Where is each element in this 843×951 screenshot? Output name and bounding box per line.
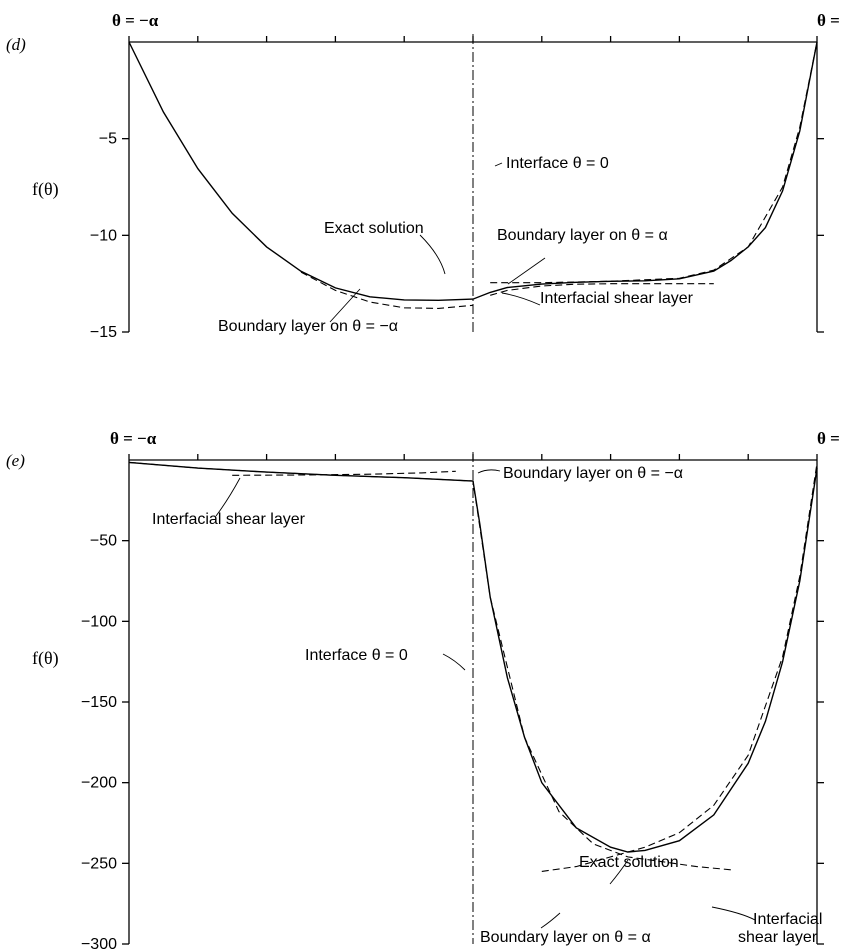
leader-bl-minus-alpha-d bbox=[329, 288, 361, 323]
series-interfacial-shear-layer bbox=[490, 283, 714, 296]
panel-label-d: (d) bbox=[6, 35, 26, 54]
ticks-e: −50 −100 −150 −200 −250 −300 bbox=[81, 454, 824, 951]
annotation-exact-e: Exact solution bbox=[579, 854, 679, 871]
left-end-label-e: θ = −α bbox=[110, 429, 157, 448]
y-tick-label: −100 bbox=[81, 613, 117, 630]
panel-d: (d) θ = −α θ = α f(θ) −5 −10 −15 Interface… bbox=[6, 11, 843, 341]
right-end-label-e: θ = α bbox=[817, 429, 843, 448]
leader-interface-e bbox=[442, 653, 466, 671]
series-d bbox=[128, 41, 818, 309]
series-exact-solution bbox=[128, 461, 818, 853]
y-tick-label: −10 bbox=[90, 227, 117, 244]
leader-shear-e bbox=[215, 477, 241, 517]
y-tick-label: −200 bbox=[81, 775, 117, 792]
leader-bl-alpha-e bbox=[540, 912, 561, 929]
leader-shear2-e bbox=[711, 906, 756, 921]
left-end-label-d: θ = −α bbox=[112, 11, 159, 30]
annotation-bl-minus-alpha-e: Boundary layer on θ = −α bbox=[503, 465, 683, 482]
annotation-shear-d: Interfacial shear layer bbox=[540, 290, 694, 307]
annotation-interface-d: Interface θ = 0 bbox=[506, 155, 609, 172]
series-e bbox=[128, 461, 818, 872]
annotation-bl-minus-alpha-d: Boundary layer on θ = −α bbox=[218, 318, 398, 335]
annotations-e: Interfacial shear layer Boundary layer o… bbox=[152, 465, 822, 946]
leader-exact-e bbox=[609, 859, 629, 885]
series-boundary-layer-on bbox=[490, 41, 818, 284]
y-tick-label: −150 bbox=[81, 694, 117, 711]
y-tick-label: −15 bbox=[90, 324, 117, 341]
y-tick-label: −250 bbox=[81, 855, 117, 872]
y-tick-label: −50 bbox=[90, 533, 117, 550]
series-interfacial-shear-layer bbox=[128, 461, 732, 871]
leader-bl-minus-alpha-e bbox=[477, 469, 501, 474]
y-tick-label: −5 bbox=[99, 131, 117, 148]
series-boundary-layer-on bbox=[541, 463, 818, 872]
panel-label-e: (e) bbox=[6, 451, 25, 470]
leader-shear-d bbox=[501, 292, 541, 306]
right-end-label-d: θ = α bbox=[817, 11, 843, 30]
y-axis-label-d: f(θ) bbox=[32, 179, 59, 200]
series-boundary-layer-on bbox=[300, 271, 474, 309]
annotation-shear-e: Interfacial shear layer bbox=[152, 511, 306, 528]
panel-e: (e) θ = −α θ = α f(θ) −50 −100 −150 −200 −25… bbox=[6, 429, 843, 951]
leader-exact-d bbox=[419, 234, 446, 275]
annotation-exact-d: Exact solution bbox=[324, 220, 424, 237]
series-exact-solution bbox=[128, 41, 818, 302]
ticks-d: −5 −10 −15 bbox=[90, 36, 824, 341]
annotation-bl-alpha-e: Boundary layer on θ = α bbox=[480, 929, 651, 946]
axes-d bbox=[128, 34, 818, 332]
series-boundary-layer-on bbox=[232, 470, 456, 476]
leader-interface-d bbox=[494, 162, 503, 167]
annotation-bl-alpha-d: Boundary layer on θ = α bbox=[497, 227, 668, 244]
y-tick-label: −300 bbox=[81, 936, 117, 951]
leader-bl-alpha-d bbox=[507, 257, 546, 285]
y-axis-label-e: f(θ) bbox=[32, 648, 59, 669]
annotation-shear2-line2-e: shear layer bbox=[738, 929, 818, 946]
annotation-shear2-line1-e: Interfacial bbox=[753, 911, 822, 928]
annotations-d: Interface θ = 0 Exact solution Boundary … bbox=[218, 155, 694, 335]
annotation-interface-e: Interface θ = 0 bbox=[305, 647, 408, 664]
